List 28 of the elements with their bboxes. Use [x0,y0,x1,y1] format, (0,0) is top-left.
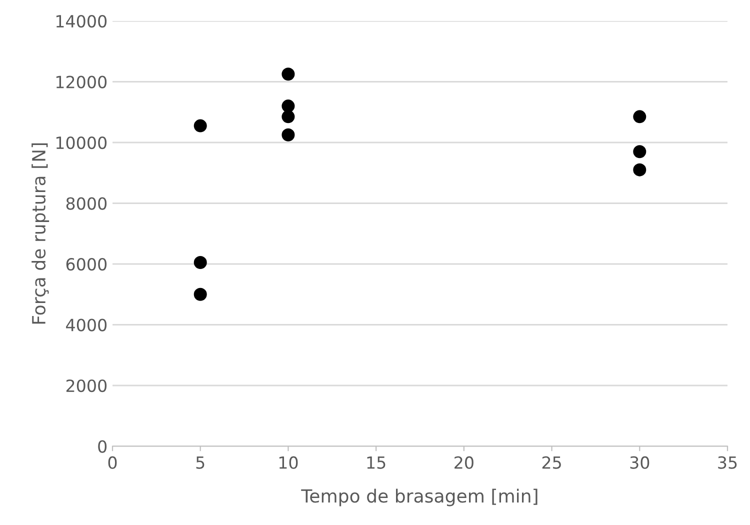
x-tick-label: 20 [454,456,474,469]
y-tick-label: 10000 [56,136,107,150]
point [282,100,295,113]
x-tick-label: 25 [542,456,561,469]
y-tick-label: 8000 [66,197,107,210]
y-tick-label: 2000 [66,379,107,392]
y-tick-label: 4000 [66,318,107,332]
y-axis-title: Força de ruptura [N] [32,143,50,324]
x-tick-label: 5 [196,456,204,469]
x-tick-label: 30 [630,456,650,469]
x-axis-title: Tempo de brasagem [min] [301,488,538,506]
point [194,256,207,269]
point [633,163,646,176]
point [633,145,646,158]
x-tick-label: 0 [108,456,117,469]
y-tick-label: 6000 [66,258,107,271]
x-tick-label: 35 [718,456,737,469]
point [633,110,646,124]
y-tick-label: 12000 [56,76,107,88]
x-tick-label: 15 [367,456,386,469]
point [194,119,207,132]
point [194,288,207,301]
point [282,128,295,142]
x-tick-label: 10 [279,456,298,469]
y-tick-label: 14000 [56,14,107,28]
y-tick-label: 0 [98,440,107,453]
point [282,110,295,124]
point [282,68,295,81]
